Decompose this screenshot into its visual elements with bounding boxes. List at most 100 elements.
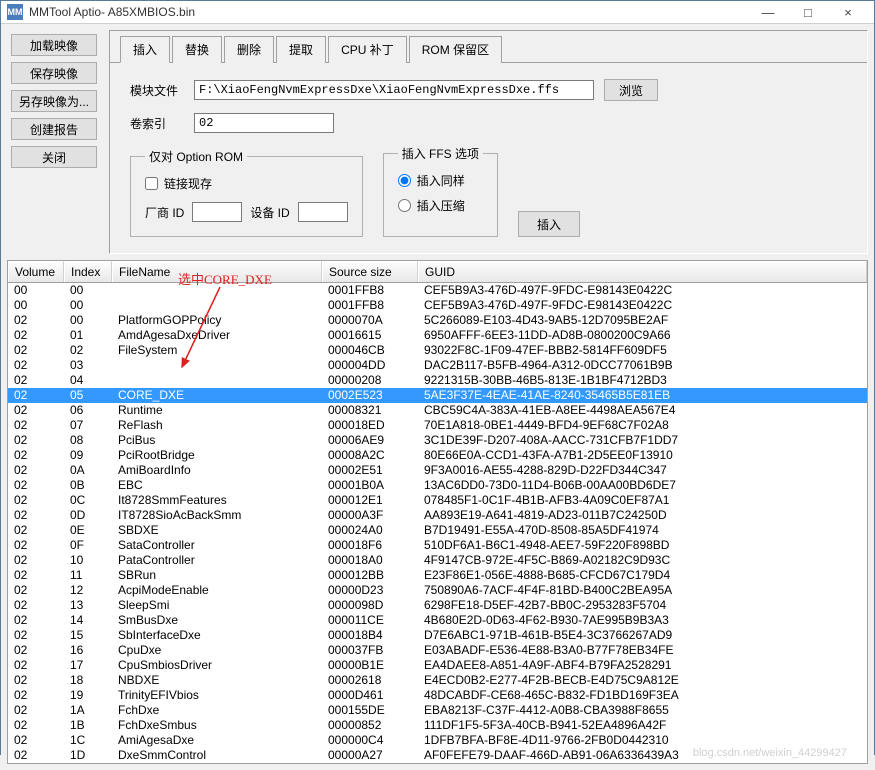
table-row[interactable]: 020AAmiBoardInfo00002E519F3A0016-AE55-42… bbox=[8, 463, 867, 478]
table-cell: 09 bbox=[64, 448, 112, 463]
insert-compressed-radio[interactable] bbox=[398, 199, 411, 212]
load-image-button[interactable]: 加载映像 bbox=[11, 34, 97, 56]
device-id-label: 设备 ID bbox=[250, 204, 289, 221]
table-row[interactable]: 021AFchDxe000155DEEBA8213F-C37F-4412-A0B… bbox=[8, 703, 867, 718]
table-row[interactable]: 0205CORE_DXE0002E5235AE3F37E-4EAE-41AE-8… bbox=[8, 388, 867, 403]
maximize-button[interactable]: □ bbox=[788, 1, 828, 23]
table-row[interactable]: 0208PciBus00006AE93C1DE39F-D207-408A-AAC… bbox=[8, 433, 867, 448]
tab-body: 模块文件 浏览 卷索引 仅对 Option ROM 链接现存 bbox=[110, 63, 867, 253]
table-cell: 00001B0A bbox=[322, 478, 418, 493]
tab-rom-reserve[interactable]: ROM 保留区 bbox=[409, 36, 502, 63]
table-row[interactable]: 0206Runtime00008321CBC59C4A-383A-41EB-A8… bbox=[8, 403, 867, 418]
minimize-button[interactable]: — bbox=[748, 1, 788, 23]
table-row[interactable]: 020CIt8728SmmFeatures000012E1078485F1-0C… bbox=[8, 493, 867, 508]
link-existing-checkbox[interactable] bbox=[145, 177, 158, 190]
table-cell: 70E1A818-0BE1-4449-BFD4-9EF68C7F02A8 bbox=[418, 418, 867, 433]
table-row[interactable]: 0218NBDXE00002618E4ECD0B2-E277-4F2B-BECB… bbox=[8, 673, 867, 688]
table-row[interactable]: 0202FileSystem000046CB93022F8C-1F09-47EF… bbox=[8, 343, 867, 358]
tab-delete[interactable]: 删除 bbox=[224, 36, 274, 63]
table-row[interactable]: 020ESBDXE000024A0B7D19491-E55A-470D-8508… bbox=[8, 523, 867, 538]
table-cell: 02 bbox=[8, 523, 64, 538]
table-cell: 06 bbox=[64, 403, 112, 418]
create-report-button[interactable]: 创建报告 bbox=[11, 118, 97, 140]
table-cell: 000012BB bbox=[322, 568, 418, 583]
table-cell: 00008321 bbox=[322, 403, 418, 418]
module-file-input[interactable] bbox=[194, 80, 594, 100]
table-row[interactable]: 0213SleepSmi0000098D6298FE18-D5EF-42B7-B… bbox=[8, 598, 867, 613]
table-row[interactable]: 00000001FFB8CEF5B9A3-476D-497F-9FDC-E981… bbox=[8, 283, 867, 298]
tab-cpu-patch[interactable]: CPU 补丁 bbox=[328, 36, 407, 63]
table-cell: TrinityEFIVbios bbox=[112, 688, 322, 703]
table-row[interactable]: 0203000004DDDAC2B117-B5FB-4964-A312-0DCC… bbox=[8, 358, 867, 373]
table-cell: 13 bbox=[64, 598, 112, 613]
module-table: Volume Index FileName Source size GUID 0… bbox=[7, 260, 868, 764]
table-row[interactable]: 0204000002089221315B-30BB-46B5-813E-1B1B… bbox=[8, 373, 867, 388]
table-body[interactable]: 00000001FFB8CEF5B9A3-476D-497F-9FDC-E981… bbox=[8, 283, 867, 763]
table-cell: IT8728SioAcBackSmm bbox=[112, 508, 322, 523]
col-guid[interactable]: GUID bbox=[418, 261, 867, 282]
table-cell: 03 bbox=[64, 358, 112, 373]
table-row[interactable]: 0215SbInterfaceDxe000018B4D7E6ABC1-971B-… bbox=[8, 628, 867, 643]
table-cell: 0F bbox=[64, 538, 112, 553]
col-size[interactable]: Source size bbox=[322, 261, 418, 282]
table-cell: CBC59C4A-383A-41EB-A8EE-4498AEA567E4 bbox=[418, 403, 867, 418]
device-id-input[interactable] bbox=[298, 202, 348, 222]
tab-insert[interactable]: 插入 bbox=[120, 36, 170, 63]
save-as-button[interactable]: 另存映像为... bbox=[11, 90, 97, 112]
vendor-id-input[interactable] bbox=[192, 202, 242, 222]
table-row[interactable]: 00000001FFB8CEF5B9A3-476D-497F-9FDC-E981… bbox=[8, 298, 867, 313]
table-row[interactable]: 021DDxeSmmControl00000A27AF0FEFE79-DAAF-… bbox=[8, 748, 867, 763]
table-cell: 1A bbox=[64, 703, 112, 718]
table-row[interactable]: 021BFchDxeSmbus00000852111DF1F5-5F3A-40C… bbox=[8, 718, 867, 733]
vol-index-input[interactable] bbox=[194, 113, 334, 133]
table-cell: 00002E51 bbox=[322, 463, 418, 478]
table-cell: CpuDxe bbox=[112, 643, 322, 658]
table-row[interactable]: 0214SmBusDxe000011CE4B680E2D-0D63-4F62-B… bbox=[8, 613, 867, 628]
table-row[interactable]: 0211SBRun000012BBE23F86E1-056E-4888-B685… bbox=[8, 568, 867, 583]
table-row[interactable]: 0219TrinityEFIVbios0000D46148DCABDF-CE68… bbox=[8, 688, 867, 703]
table-row[interactable]: 0217CpuSmbiosDriver00000B1EEA4DAEE8-A851… bbox=[8, 658, 867, 673]
table-cell: 000018F6 bbox=[322, 538, 418, 553]
table-row[interactable]: 0200PlatformGOPPolicy0000070A5C266089-E1… bbox=[8, 313, 867, 328]
table-cell: DxeSmmControl bbox=[112, 748, 322, 763]
table-cell: NBDXE bbox=[112, 673, 322, 688]
tab-replace[interactable]: 替换 bbox=[172, 36, 222, 63]
link-existing-label: 链接现存 bbox=[164, 175, 212, 192]
table-cell: E03ABADF-E536-4E88-B3A0-B77F78EB34FE bbox=[418, 643, 867, 658]
table-row[interactable]: 021CAmiAgesaDxe000000C41DFB7BFA-BF8E-4D1… bbox=[8, 733, 867, 748]
table-cell bbox=[112, 298, 322, 313]
tab-extract[interactable]: 提取 bbox=[276, 36, 326, 63]
insert-button[interactable]: 插入 bbox=[518, 211, 580, 237]
table-row[interactable]: 0212AcpiModeEnable00000D23750890A6-7ACF-… bbox=[8, 583, 867, 598]
save-image-button[interactable]: 保存映像 bbox=[11, 62, 97, 84]
table-row[interactable]: 0209PciRootBridge00008A2C80E66E0A-CCD1-4… bbox=[8, 448, 867, 463]
table-cell: 02 bbox=[8, 388, 64, 403]
table-cell: EA4DAEE8-A851-4A9F-ABF4-B79FA2528291 bbox=[418, 658, 867, 673]
table-cell: 000011CE bbox=[322, 613, 418, 628]
table-cell: 5C266089-E103-4D43-9AB5-12D7095BE2AF bbox=[418, 313, 867, 328]
table-row[interactable]: 020FSataController000018F6510DF6A1-B6C1-… bbox=[8, 538, 867, 553]
close-file-button[interactable]: 关闭 bbox=[11, 146, 97, 168]
table-row[interactable]: 020DIT8728SioAcBackSmm00000A3FAA893E19-A… bbox=[8, 508, 867, 523]
table-row[interactable]: 020BEBC00001B0A13AC6DD0-73D0-11D4-B06B-0… bbox=[8, 478, 867, 493]
table-cell: 17 bbox=[64, 658, 112, 673]
col-index[interactable]: Index bbox=[64, 261, 112, 282]
table-row[interactable]: 0216CpuDxe000037FBE03ABADF-E536-4E88-B3A… bbox=[8, 643, 867, 658]
table-cell: 01 bbox=[64, 328, 112, 343]
table-cell: 1B bbox=[64, 718, 112, 733]
table-row[interactable]: 0210PataController000018A04F9147CB-972E-… bbox=[8, 553, 867, 568]
table-cell: 02 bbox=[8, 643, 64, 658]
col-volume[interactable]: Volume bbox=[8, 261, 64, 282]
table-cell: CEF5B9A3-476D-497F-9FDC-E98143E0422C bbox=[418, 283, 867, 298]
table-cell: 02 bbox=[8, 688, 64, 703]
table-row[interactable]: 0207ReFlash000018ED70E1A818-0BE1-4449-BF… bbox=[8, 418, 867, 433]
table-cell: 00016615 bbox=[322, 328, 418, 343]
table-cell: EBC bbox=[112, 478, 322, 493]
table-row[interactable]: 0201AmdAgesaDxeDriver000166156950AFFF-6E… bbox=[8, 328, 867, 343]
table-cell: D7E6ABC1-971B-461B-B5E4-3C3766267AD9 bbox=[418, 628, 867, 643]
close-button[interactable]: × bbox=[828, 1, 868, 23]
col-filename[interactable]: FileName bbox=[112, 261, 322, 282]
browse-button[interactable]: 浏览 bbox=[604, 79, 658, 101]
insert-same-radio[interactable] bbox=[398, 174, 411, 187]
table-cell: SbInterfaceDxe bbox=[112, 628, 322, 643]
